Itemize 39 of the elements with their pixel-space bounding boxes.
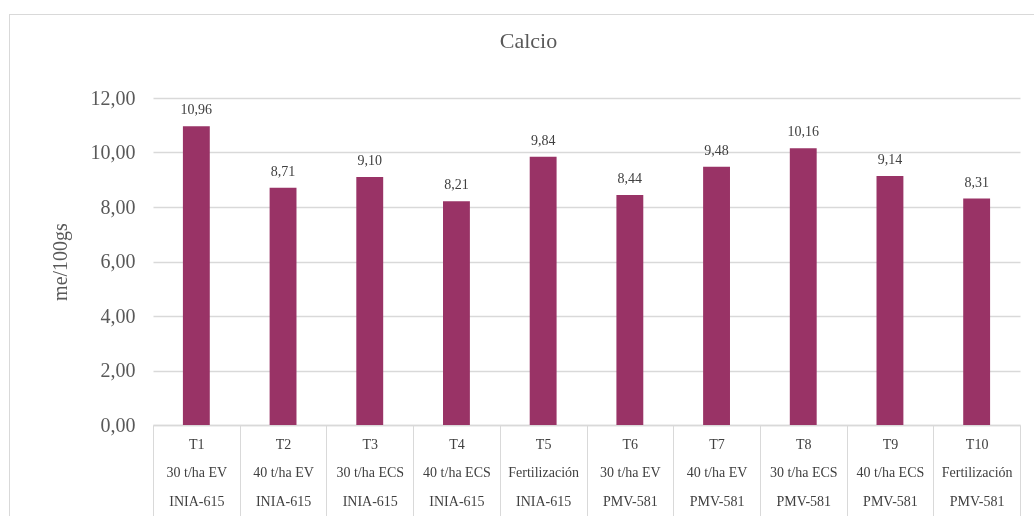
y-tick-label: 10,00 [90, 141, 136, 163]
y-tick-label: 4,00 [100, 304, 136, 327]
data-label: 9,14 [877, 151, 903, 167]
bar [356, 177, 384, 425]
x-tick-label: T4 40 t/ha ECS INIA-615 [423, 436, 491, 509]
chart-title: Calcio [499, 28, 558, 53]
x-tick-label: T8 30 t/ha ECS PMV-581 [769, 436, 838, 509]
x-tick-label: T5 Fertilización INIA-615 [508, 436, 580, 509]
bar [616, 195, 644, 425]
x-tick-label: T10 Fertilización PMV-581 [941, 436, 1013, 509]
bar [269, 187, 297, 425]
data-label: 9,84 [530, 132, 556, 148]
data-label: 9,10 [357, 153, 382, 169]
x-tick-label: T7 40 t/ha EV PMV-581 [686, 436, 748, 509]
data-label: 8,44 [617, 171, 643, 187]
y-tick-label: 6,00 [100, 250, 136, 272]
data-label: 10,16 [787, 124, 819, 140]
data-label: 8,21 [444, 177, 469, 193]
x-tick-label: T6 30 t/ha EV PMV-581 [600, 436, 661, 509]
bar [789, 148, 817, 425]
bar [182, 126, 210, 425]
data-label: 10,96 [180, 102, 213, 118]
y-tick-label: 2,00 [100, 359, 136, 381]
bar [529, 156, 557, 425]
x-tick-label: T9 40 t/ha ECS PMV-581 [856, 436, 925, 509]
data-label: 9,48 [704, 142, 729, 158]
x-tick-label: T2 40 t/ha EV INIA-615 [253, 436, 314, 509]
y-tick-label: 12,00 [90, 86, 136, 109]
x-tick-label: T1 30 t/ha EV INIA-615 [166, 436, 228, 509]
data-label: 8,71 [270, 163, 296, 179]
data-label: 8,31 [964, 174, 989, 190]
bar [443, 201, 470, 425]
y-tick-label: 8,00 [100, 195, 136, 218]
x-tick-label: T3 30 t/ha ECS INIA-615 [336, 436, 405, 509]
bar [876, 175, 904, 425]
y-tick-label: 0,00 [100, 413, 136, 436]
y-axis-title: me/100gs [48, 222, 72, 301]
bar [963, 198, 991, 425]
bar [703, 166, 730, 425]
